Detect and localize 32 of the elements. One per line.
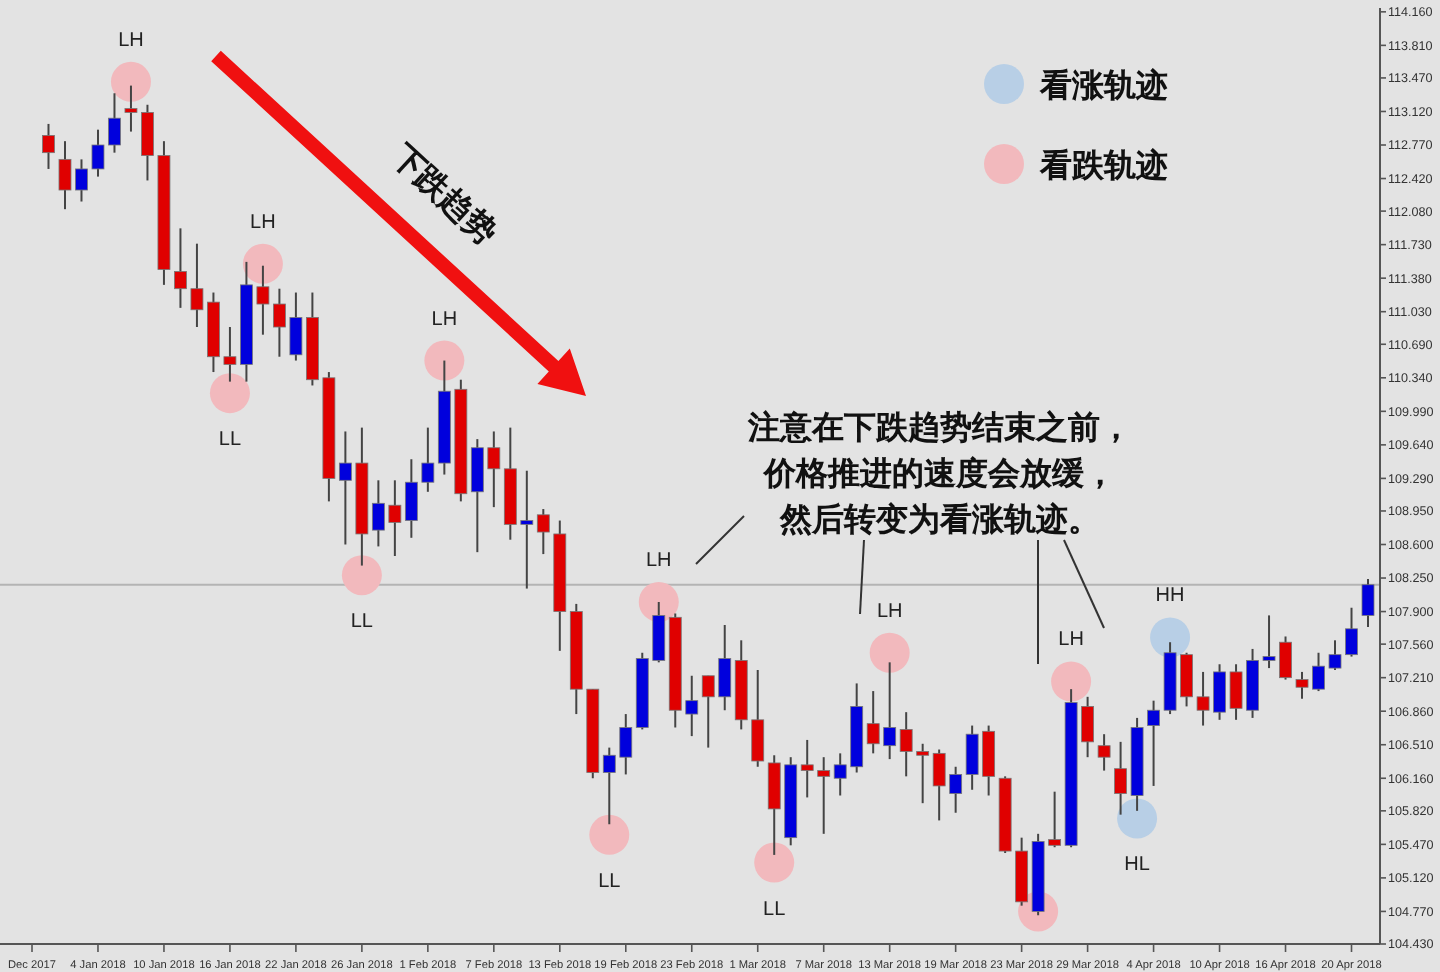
point (589, 814, 630, 855)
point (209, 373, 250, 414)
data-label: LH (1058, 629, 1084, 652)
point (424, 340, 465, 381)
point (110, 61, 151, 102)
legend-label: 看跌轨迹 (1038, 146, 1168, 184)
annotation: 注意在下跌趋势结束之前，价格推进的速度会放缓，然后转变为看涨轨迹。 (746, 408, 1132, 538)
candlestick (42, 122, 55, 170)
data-label: HL (1124, 854, 1151, 877)
data-label: LH (250, 211, 276, 234)
annotation: 下跌趋势 (383, 135, 505, 252)
point (638, 581, 679, 622)
candlestick (1361, 577, 1375, 628)
data-label: LL (598, 870, 622, 893)
data-label: HH (1155, 585, 1185, 608)
point (1117, 798, 1158, 839)
candlestick (536, 508, 550, 556)
legend-label: 看涨轨迹 (1038, 66, 1168, 104)
point (242, 243, 283, 284)
data-label: LH (876, 600, 903, 623)
point (754, 842, 795, 883)
data-label: LL (350, 611, 374, 634)
point (869, 632, 910, 673)
data-label: LH (645, 549, 672, 572)
data-label: LL (218, 429, 242, 452)
candlestick (1097, 733, 1111, 772)
data-label: LL (763, 898, 787, 921)
point (1051, 661, 1092, 702)
data-label: LH (431, 308, 458, 331)
data-label: LH (118, 29, 144, 52)
point (341, 555, 382, 596)
point (1150, 617, 1191, 658)
